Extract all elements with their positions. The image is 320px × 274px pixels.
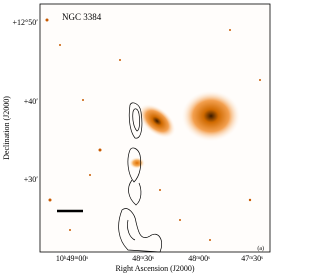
y-axis-label: Declination (J2000)	[2, 96, 11, 160]
x-tick-label: 47ᵐ30ˢ	[241, 254, 263, 263]
y-tick-label: +12°50′	[13, 18, 39, 27]
image-content	[45, 18, 261, 253]
x-ticks: 10ʰ49ᵐ00ˢ 48ᵐ30ˢ 48ᵐ00ˢ 47ᵐ30ˢ	[56, 254, 263, 263]
y-tick-label: +30′	[24, 175, 39, 184]
x-tick-label: 48ᵐ00ˢ	[188, 254, 210, 263]
y-tick-label: +40′	[24, 97, 39, 106]
title: NGC 3384	[62, 12, 102, 22]
panel-label: (a)	[257, 245, 264, 252]
x-tick-label: 48ᵐ30ˢ	[132, 254, 154, 263]
x-tick-label: 10ʰ49ᵐ00ˢ	[56, 254, 88, 263]
x-axis-label: Right Ascension (J2000)	[115, 264, 194, 273]
figure: NGC 3384 (a) +12°50′ +40′ +30′ 10ʰ49ᵐ00ˢ…	[2, 3, 271, 273]
y-ticks: +12°50′ +40′ +30′	[13, 18, 39, 184]
